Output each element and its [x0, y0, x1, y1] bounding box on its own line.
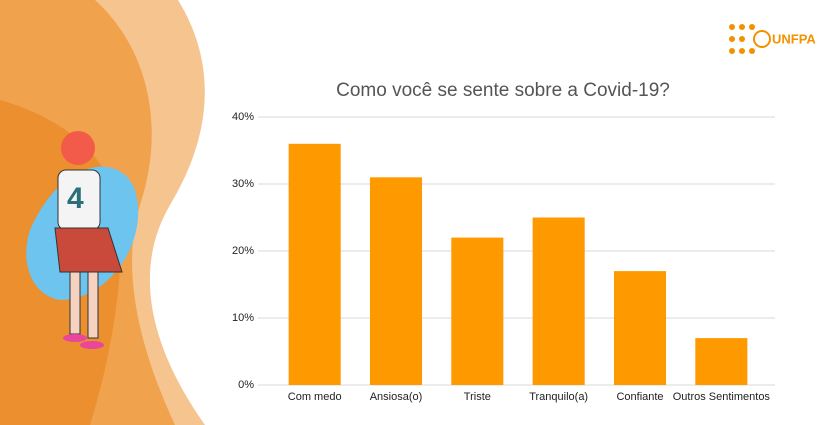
bar: [613, 271, 667, 385]
decoration: 4: [0, 0, 205, 425]
x-tick-label: Tranquilo(a): [529, 391, 588, 403]
y-tick-label: 40%: [232, 111, 254, 123]
svg-text:4: 4: [67, 182, 84, 215]
bar: [532, 217, 585, 385]
brand: UNFPA: [772, 31, 816, 46]
x-tick-label: Outros Sentimentos: [673, 391, 771, 403]
x-tick-label: Triste: [464, 391, 491, 403]
y-tick-label: 20%: [232, 245, 254, 257]
y-tick-label: 0%: [238, 379, 254, 391]
x-tick-label: Confiante: [616, 391, 663, 403]
y-tick-label: 30%: [232, 178, 254, 190]
bar: [695, 338, 748, 385]
bar: [288, 143, 341, 385]
chart-title: Como você se sente sobre a Covid-19?: [336, 80, 670, 101]
logo: UNFPA: [729, 24, 816, 54]
bar: [451, 237, 504, 385]
bar: [369, 177, 423, 385]
y-tick-label: 10%: [232, 312, 254, 324]
x-tick-label: Ansiosa(o): [370, 391, 423, 403]
x-tick-label: Com medo: [288, 391, 342, 403]
